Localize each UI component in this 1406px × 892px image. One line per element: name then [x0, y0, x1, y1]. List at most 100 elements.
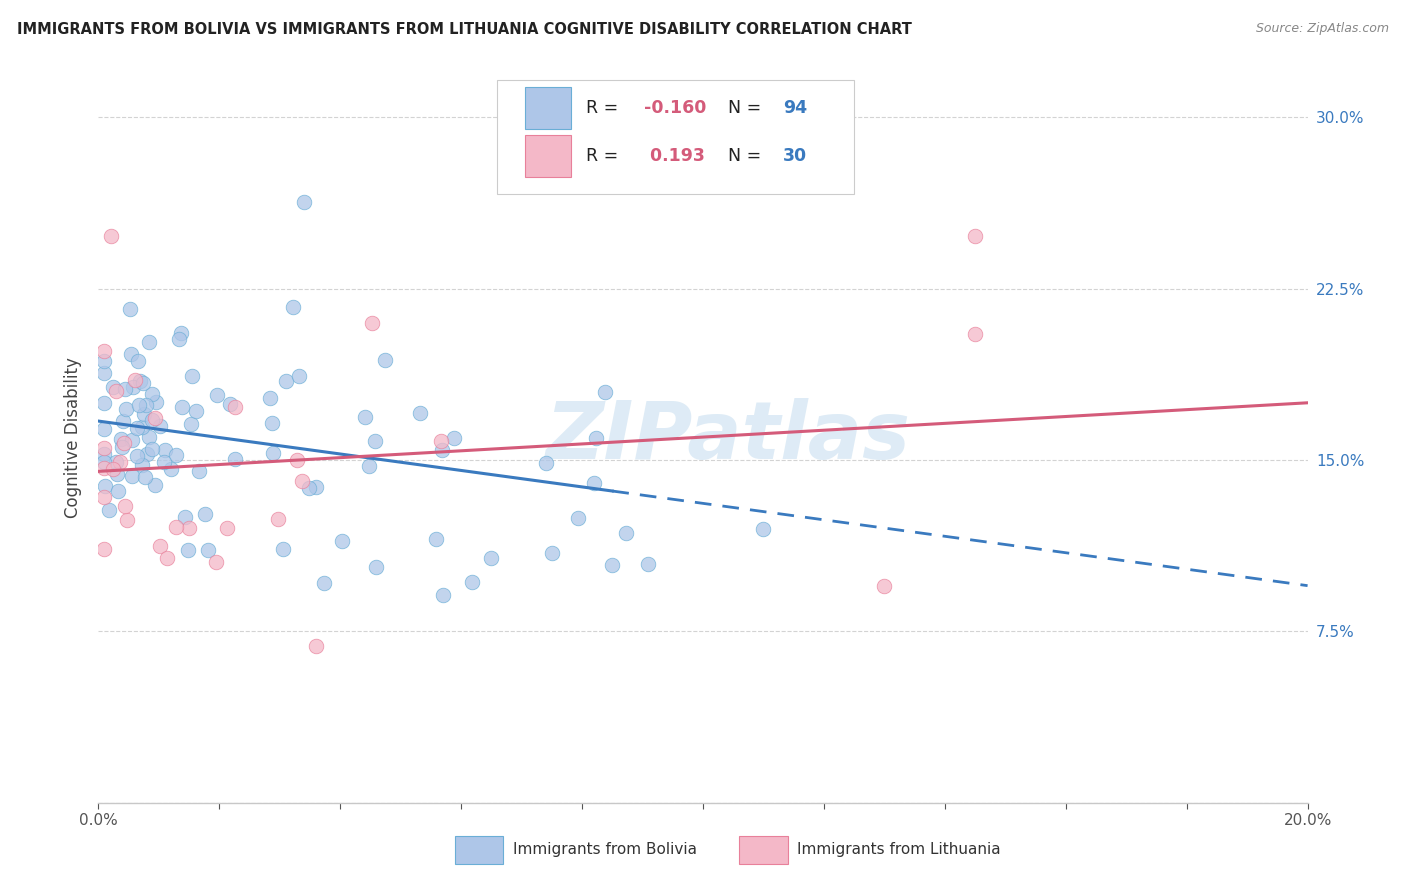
Point [160, 461, 183, 475]
Point [136, 447, 159, 461]
Text: -0.160: -0.160 [644, 99, 706, 117]
Point [540, 546, 562, 560]
Point [138, 430, 160, 444]
Point [93, 366, 115, 380]
Point [215, 521, 238, 535]
Point [374, 352, 396, 367]
Point [143, 478, 166, 492]
Point [152, 455, 174, 469]
Point [353, 410, 375, 425]
Text: Immigrants from Bolivia: Immigrants from Bolivia [513, 842, 697, 857]
Point [121, 468, 143, 483]
Point [583, 475, 606, 490]
Point [267, 512, 290, 526]
Point [274, 374, 297, 388]
Point [149, 539, 172, 553]
Point [567, 511, 589, 525]
Point [141, 387, 163, 401]
Point [170, 401, 193, 415]
Point [100, 229, 122, 244]
Point [122, 380, 145, 394]
Point [259, 391, 281, 405]
Point [305, 639, 328, 653]
Point [305, 480, 328, 494]
Text: IMMIGRANTS FROM BOLIVIA VS IMMIGRANTS FROM LITHUANIA COGNITIVE DISABILITY CORREL: IMMIGRANTS FROM BOLIVIA VS IMMIGRANTS FR… [17, 22, 911, 37]
Point [224, 400, 246, 414]
Point [153, 442, 176, 457]
Point [752, 522, 775, 536]
Point [149, 418, 172, 433]
Point [271, 541, 294, 556]
Point [115, 513, 138, 527]
Point [128, 398, 150, 412]
Text: 30: 30 [783, 147, 807, 165]
Point [330, 533, 353, 548]
Point [101, 380, 124, 394]
Text: N =: N = [728, 99, 768, 117]
Point [134, 398, 156, 412]
Point [97, 502, 120, 516]
Point [165, 519, 187, 533]
Point [432, 588, 454, 602]
Point [165, 448, 187, 462]
Point [105, 384, 128, 398]
Point [112, 436, 135, 450]
Point [93, 422, 115, 436]
Point [298, 481, 321, 495]
Point [614, 526, 637, 541]
Text: ZIPatlas: ZIPatlas [544, 398, 910, 476]
Point [430, 434, 453, 449]
Point [93, 447, 115, 461]
Point [180, 368, 202, 383]
Point [873, 579, 896, 593]
Point [127, 354, 149, 368]
Point [965, 327, 987, 342]
Point [93, 491, 115, 505]
Text: 94: 94 [783, 99, 807, 117]
FancyBboxPatch shape [740, 836, 787, 863]
Point [145, 395, 167, 409]
Point [167, 332, 190, 346]
Text: 0.193: 0.193 [644, 147, 704, 165]
Point [124, 373, 146, 387]
FancyBboxPatch shape [526, 135, 571, 178]
Point [104, 455, 127, 469]
Point [141, 442, 163, 456]
Point [409, 406, 432, 420]
Point [177, 521, 200, 535]
FancyBboxPatch shape [526, 87, 571, 129]
Point [593, 384, 616, 399]
Point [177, 542, 200, 557]
Point [93, 343, 115, 358]
Point [585, 431, 607, 445]
Point [481, 551, 503, 566]
Point [107, 467, 129, 482]
Point [107, 483, 129, 498]
Point [262, 416, 284, 430]
Point [118, 302, 141, 317]
Point [194, 508, 217, 522]
Point [93, 455, 115, 469]
Text: Immigrants from Lithuania: Immigrants from Lithuania [797, 842, 1001, 857]
Point [197, 543, 219, 558]
Point [205, 388, 228, 402]
Point [360, 316, 382, 330]
Point [292, 194, 315, 209]
Text: R =: R = [586, 99, 623, 117]
Point [132, 376, 155, 390]
Point [288, 369, 311, 384]
Point [143, 411, 166, 425]
Y-axis label: Cognitive Disability: Cognitive Disability [65, 357, 83, 517]
Point [108, 455, 131, 469]
FancyBboxPatch shape [456, 836, 503, 863]
Point [262, 446, 284, 460]
Point [111, 440, 134, 454]
Text: N =: N = [728, 147, 768, 165]
Point [93, 441, 115, 455]
Text: Source: ZipAtlas.com: Source: ZipAtlas.com [1256, 22, 1389, 36]
Point [180, 417, 202, 432]
Point [219, 397, 242, 411]
Point [965, 229, 987, 244]
Point [138, 334, 160, 349]
Point [357, 458, 380, 473]
